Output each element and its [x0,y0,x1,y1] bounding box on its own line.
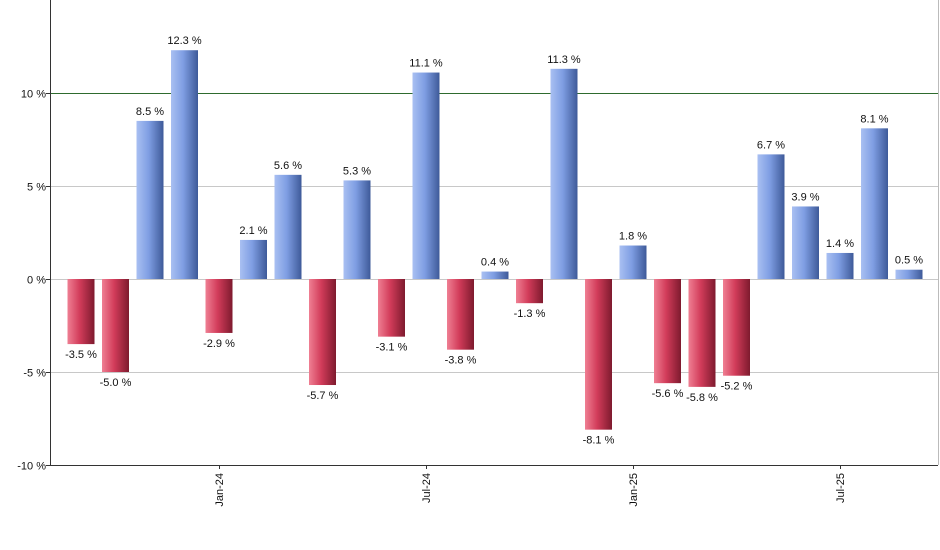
data-label-13: -1.3 % [514,308,546,320]
bar-9 [378,279,405,337]
bar-18 [688,279,716,387]
bar-8 [343,180,371,279]
data-label-18: -5.8 % [686,392,718,404]
bar-12 [481,271,509,279]
bar-0 [67,279,95,345]
x-tick-label-1: Jul-24 [421,473,433,503]
data-label-6: 5.6 % [274,160,302,172]
data-label-21: 3.9 % [791,191,819,203]
data-label-1: -5.0 % [100,377,132,389]
bar-15 [585,279,612,430]
bar-3 [171,50,198,279]
bar-13 [516,279,543,304]
bar-14 [550,68,578,279]
data-label-7: -5.7 % [307,390,339,402]
x-tick-label-0: Jan-24 [214,473,226,507]
data-label-17: -5.6 % [652,388,684,400]
bar-23 [861,128,888,279]
x-tick-label-3: Jul-25 [835,473,847,503]
bar-24 [895,269,923,279]
bar-10 [412,72,440,279]
bar-22 [826,252,854,279]
data-label-24: 0.5 % [895,255,923,267]
bar-1 [102,279,129,372]
data-label-2: 8.5 % [136,106,164,118]
bar-20 [757,154,785,279]
data-label-9: -3.1 % [376,342,408,354]
data-label-11: -3.8 % [445,355,477,367]
bar-16 [619,245,647,279]
data-label-3: 12.3 % [167,35,201,47]
axes: 10 % 5 % 0 % -5 % -10 % Jan-24 Jul-24 Jan-25 Jul… [17,0,939,507]
bar-7 [309,279,336,386]
data-label-23: 8.1 % [860,113,888,125]
data-label-22: 1.4 % [826,238,854,250]
data-labels: -3.5 % -5.0 % 8.5 % 12.3 % -2.9 % 2.1 % 5.6 % -… [65,35,923,446]
y-tick-label-3: -5 % [23,368,46,380]
bar-5 [240,239,267,279]
bar-17 [654,279,681,384]
y-tick-label-4: -10 % [17,461,46,473]
y-tick-label-0: 10 % [21,89,46,101]
y-tick-label-1: 5 % [27,182,46,194]
data-label-0: -3.5 % [65,349,97,361]
bar-4 [205,279,233,333]
data-label-5: 2.1 % [239,225,267,237]
bar-19 [723,279,750,376]
data-label-8: 5.3 % [343,165,371,177]
data-label-15: -8.1 % [583,435,615,447]
bars [67,50,923,430]
data-label-4: -2.9 % [203,338,235,350]
data-label-16: 1.8 % [619,231,647,243]
data-label-12: 0.4 % [481,257,509,269]
bar-21 [792,206,819,279]
data-label-10: 11.1 % [409,58,443,70]
bar-6 [274,174,302,279]
y-tick-label-2: 0 % [27,275,46,287]
bar-2 [136,120,164,280]
bar-11 [447,279,474,350]
x-tick-label-2: Jan-25 [628,473,640,507]
data-label-19: -5.2 % [721,381,753,393]
data-label-14: 11.3 % [547,54,581,66]
data-label-20: 6.7 % [757,139,785,151]
